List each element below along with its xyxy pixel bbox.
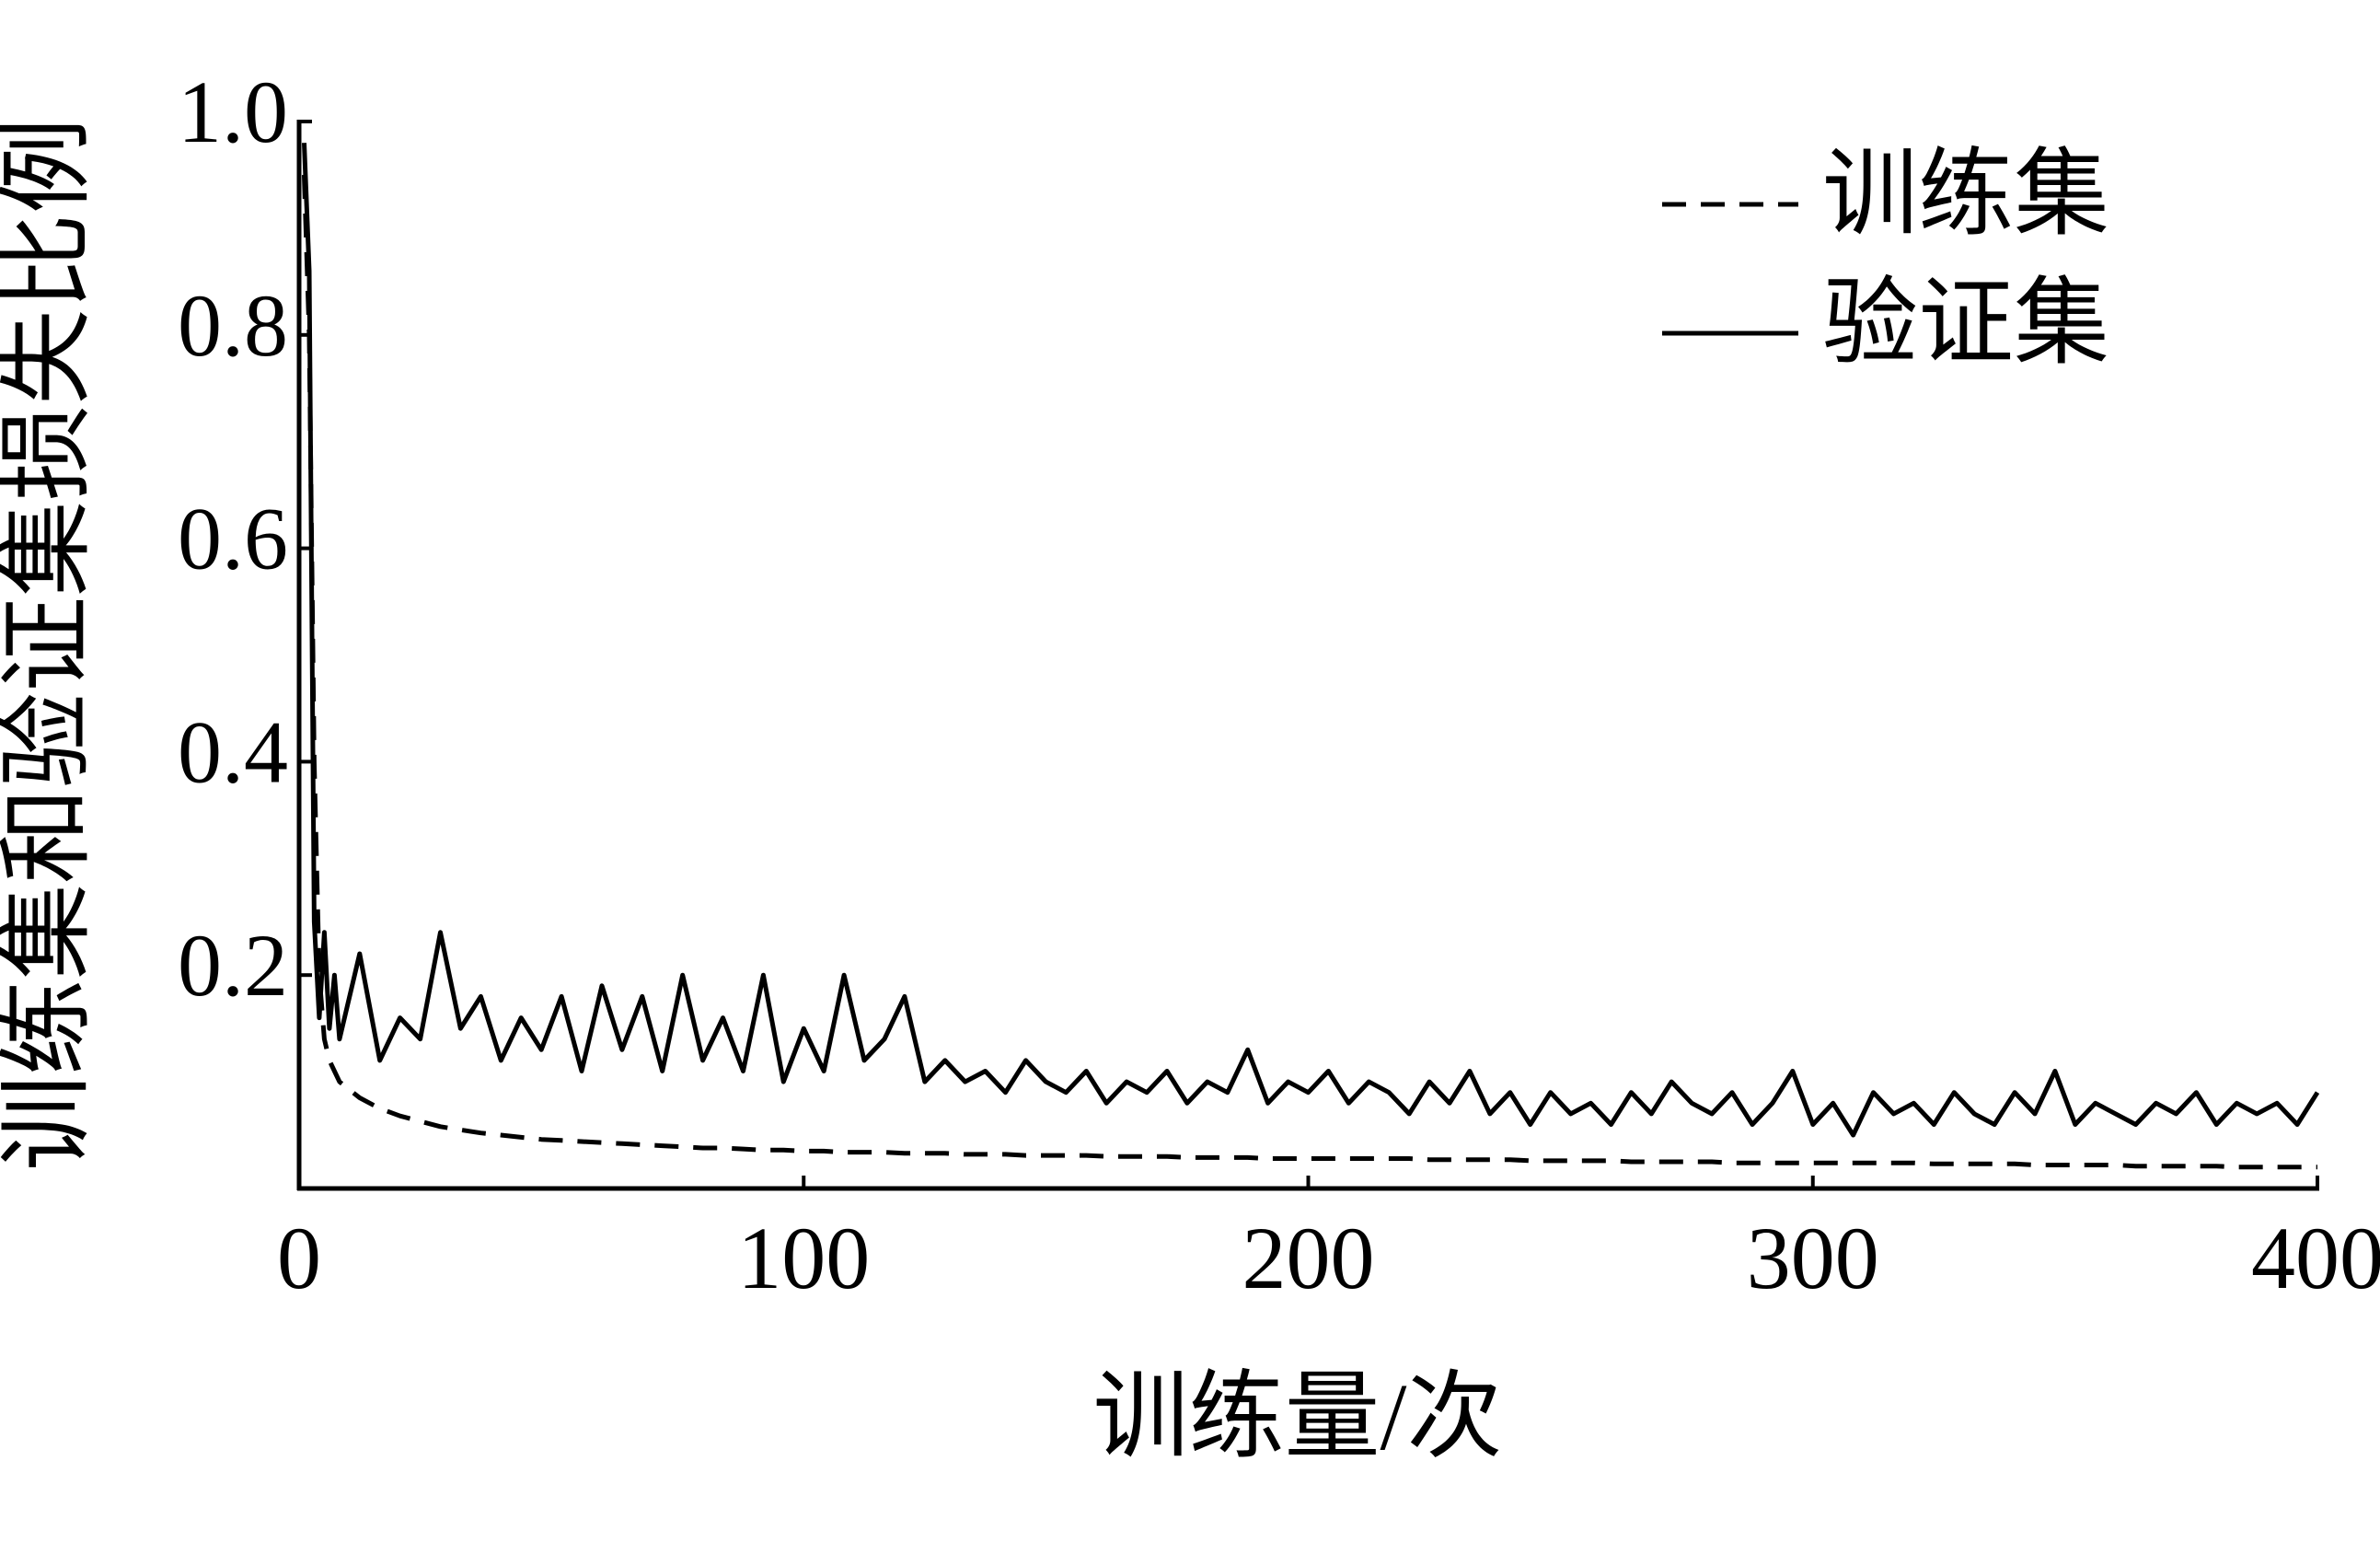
series-line <box>302 143 2320 1138</box>
y-tick-label: 1.0 <box>178 63 288 161</box>
x-tick-label: 300 <box>1747 1209 1879 1307</box>
x-axis-label: 训练量/次 <box>1093 1364 1503 1470</box>
x-tick-label: 200 <box>1242 1209 1375 1307</box>
series-line <box>302 174 2317 1170</box>
x-tick-label: 100 <box>737 1209 870 1307</box>
y-axis-label: 训练集和验证集损失比例 <box>0 118 100 1171</box>
y-tick-label: 0.8 <box>178 276 288 375</box>
y-tick-label: 0.6 <box>178 490 288 588</box>
legend-label: 训练集 <box>1822 142 2109 248</box>
legend-label: 验证集 <box>1822 271 2109 377</box>
y-tick-label: 0.4 <box>178 702 288 801</box>
y-tick-label: 0.2 <box>178 916 288 1014</box>
x-tick-label: 400 <box>2251 1209 2380 1307</box>
x-tick-label: 0 <box>277 1209 321 1307</box>
